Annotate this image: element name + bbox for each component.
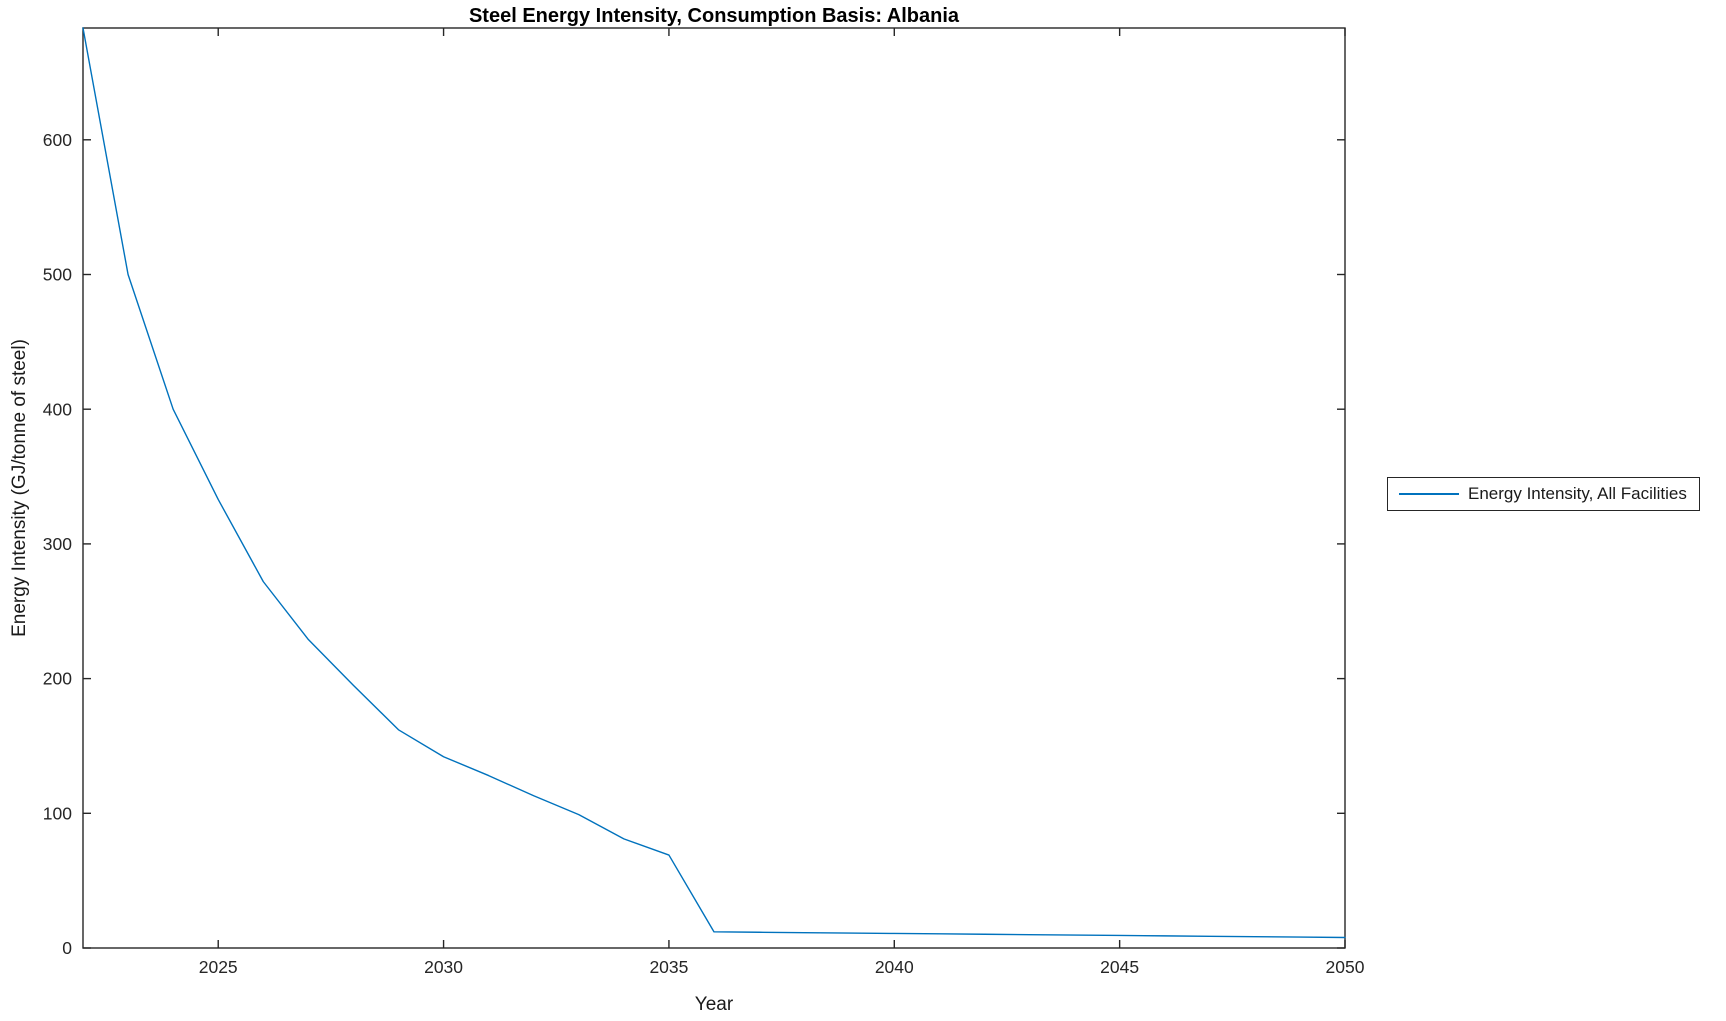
x-tick-label: 2030 bbox=[424, 957, 463, 977]
y-tick-label: 300 bbox=[43, 534, 72, 554]
x-tick-label: 2045 bbox=[1100, 957, 1139, 977]
axes-box bbox=[82, 27, 1346, 949]
y-tick-label: 600 bbox=[43, 130, 72, 150]
y-tick-label: 200 bbox=[43, 669, 72, 689]
x-tick-label: 2040 bbox=[875, 957, 914, 977]
y-tick-label: 400 bbox=[43, 399, 72, 419]
legend-line-sample bbox=[1399, 493, 1459, 495]
x-tick-label: 2035 bbox=[649, 957, 688, 977]
legend: Energy Intensity, All Facilities bbox=[1387, 477, 1700, 511]
chart-title: Steel Energy Intensity, Consumption Basi… bbox=[468, 5, 960, 27]
y-tick-label: 500 bbox=[43, 265, 72, 285]
y-tick-label: 100 bbox=[43, 803, 72, 823]
legend-label: Energy Intensity, All Facilities bbox=[1468, 484, 1687, 503]
y-axis-label: Energy Intensity (GJ/tonne of steel) bbox=[9, 339, 30, 637]
y-tick-label: 0 bbox=[62, 938, 72, 958]
x-tick-label: 2050 bbox=[1326, 957, 1365, 977]
series-line bbox=[82, 27, 1346, 939]
x-tick-label: 2025 bbox=[199, 957, 238, 977]
x-axis-label: Year bbox=[694, 994, 734, 1015]
